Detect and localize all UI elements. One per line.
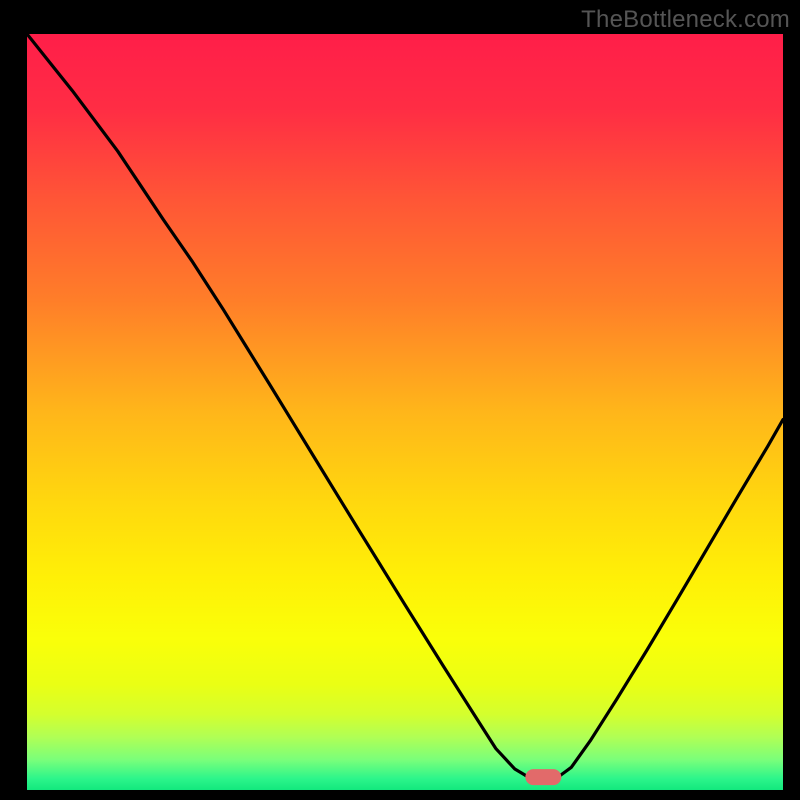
chart-svg bbox=[27, 34, 783, 790]
chart-gradient-bg bbox=[27, 34, 783, 790]
optimal-marker bbox=[525, 769, 561, 785]
chart-frame: TheBottleneck.com bbox=[0, 0, 800, 800]
watermark-text: TheBottleneck.com bbox=[581, 6, 790, 34]
chart-viewport bbox=[27, 34, 783, 790]
